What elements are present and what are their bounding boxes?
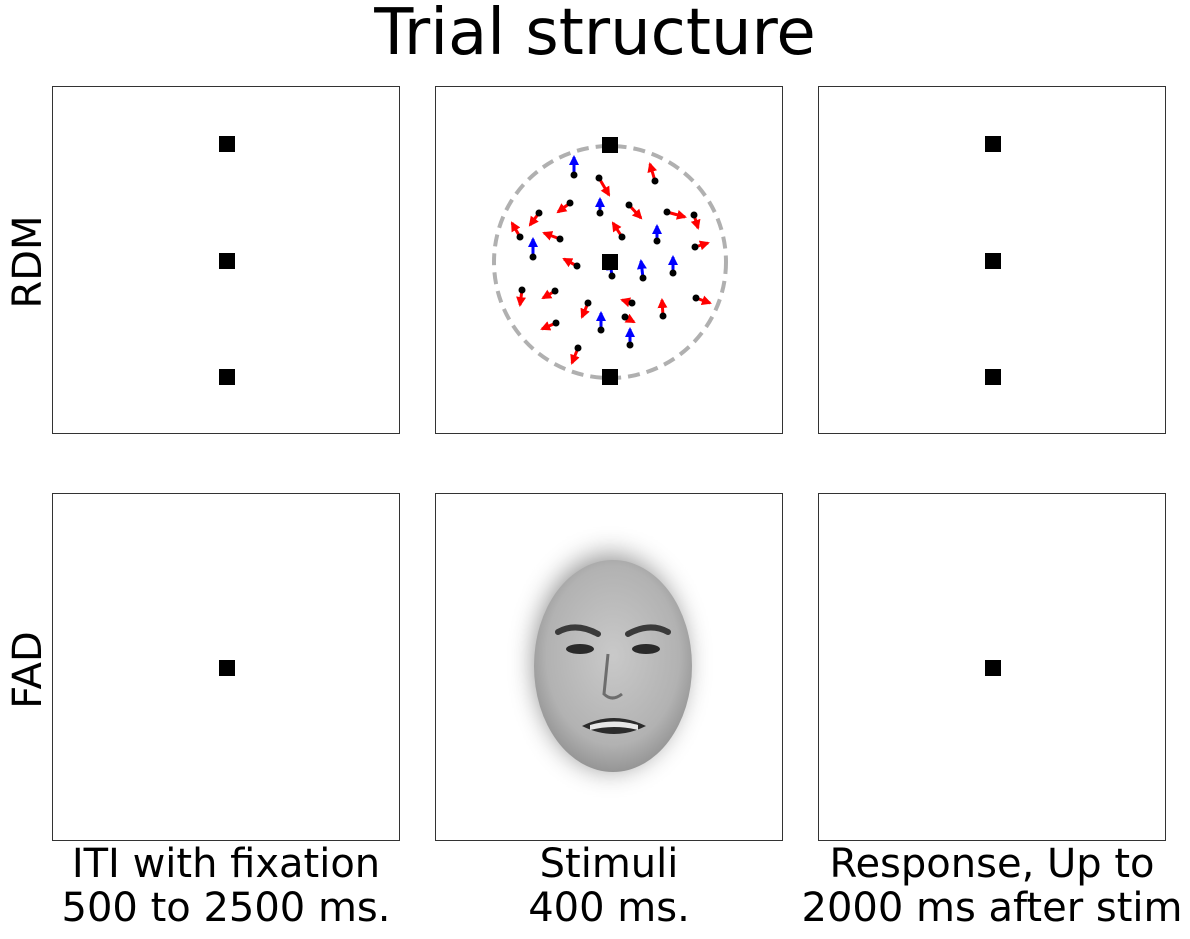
fixation-square-center bbox=[219, 660, 235, 676]
fad-response-panel bbox=[818, 493, 1166, 841]
moving-dot bbox=[691, 243, 699, 251]
rdm-iti-panel bbox=[52, 86, 400, 434]
fixation-square-center bbox=[985, 253, 1001, 269]
right-eye bbox=[632, 644, 660, 654]
moving-dot bbox=[628, 299, 636, 307]
fixation-square-top bbox=[602, 137, 618, 153]
column-label-stimuli-line2: 400 ms. bbox=[528, 885, 690, 931]
moving-dot bbox=[597, 326, 605, 334]
column-label-iti: ITI with fixation 500 to 2500 ms. bbox=[26, 842, 426, 930]
moving-dot bbox=[535, 209, 543, 217]
column-label-response-line2: 2000 ms after stim bbox=[801, 885, 1183, 931]
moving-dot bbox=[608, 272, 616, 280]
moving-dot bbox=[551, 287, 559, 295]
nose bbox=[602, 653, 623, 700]
moving-dot bbox=[552, 319, 560, 327]
fixation-square-bottom bbox=[602, 369, 618, 385]
fixation-square-bottom bbox=[219, 369, 235, 385]
rdm-response-panel bbox=[818, 86, 1166, 434]
left-eye bbox=[566, 644, 594, 654]
column-label-iti-line2: 500 to 2500 ms. bbox=[61, 885, 391, 931]
moving-dot bbox=[556, 235, 564, 243]
moving-dot bbox=[669, 269, 677, 277]
moving-dot bbox=[653, 237, 661, 245]
face-stimulus-image bbox=[524, 542, 696, 782]
moving-dot bbox=[566, 199, 574, 207]
column-label-response-line1: Response, Up to bbox=[829, 841, 1155, 887]
fixation-square-top bbox=[985, 136, 1001, 152]
moving-dots-group bbox=[510, 155, 712, 365]
column-label-stimuli-line1: Stimuli bbox=[539, 841, 679, 887]
moving-dot bbox=[659, 312, 667, 320]
fixation-square-bottom bbox=[985, 369, 1001, 385]
moving-dot bbox=[618, 233, 626, 241]
row-label-rdm: RDM bbox=[5, 215, 51, 309]
face-oval bbox=[534, 560, 692, 772]
random-dot-motion-stimulus bbox=[492, 137, 728, 385]
teeth bbox=[590, 721, 638, 730]
moving-dot bbox=[516, 233, 524, 241]
column-label-stimuli: Stimuli 400 ms. bbox=[409, 842, 809, 930]
moving-dot bbox=[651, 177, 659, 185]
fixation-square-center bbox=[602, 254, 618, 270]
fad-iti-panel bbox=[52, 493, 400, 841]
moving-dot bbox=[595, 174, 603, 182]
fixation-square-center bbox=[219, 253, 235, 269]
moving-dot bbox=[663, 208, 671, 216]
fad-stimulus-panel bbox=[435, 493, 783, 841]
moving-dot bbox=[625, 201, 633, 209]
moving-dot bbox=[584, 299, 592, 307]
rdm-stimulus-panel bbox=[435, 86, 783, 434]
column-label-iti-line1: ITI with fixation bbox=[71, 841, 381, 887]
fixation-square-center bbox=[985, 660, 1001, 676]
moving-dot bbox=[570, 171, 578, 179]
left-eyebrow bbox=[555, 624, 601, 637]
fixation-square-top bbox=[219, 136, 235, 152]
column-label-response: Response, Up to 2000 ms after stim bbox=[792, 842, 1190, 930]
moving-dot bbox=[621, 313, 629, 321]
moving-dot bbox=[574, 344, 582, 352]
moving-dot bbox=[690, 211, 698, 219]
moving-dot bbox=[529, 253, 537, 261]
right-eyebrow bbox=[625, 624, 671, 637]
row-label-fad: FAD bbox=[5, 631, 51, 709]
moving-dot bbox=[626, 341, 634, 349]
moving-dot bbox=[518, 286, 526, 294]
moving-dot bbox=[692, 294, 700, 302]
moving-dot bbox=[573, 262, 581, 270]
moving-dot bbox=[596, 209, 604, 217]
moving-dot bbox=[639, 274, 647, 282]
figure-title: Trial structure bbox=[374, 0, 816, 70]
